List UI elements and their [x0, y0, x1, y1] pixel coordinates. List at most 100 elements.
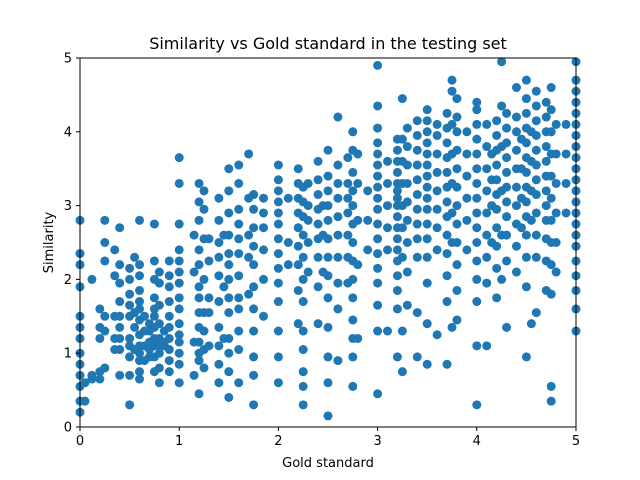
data-point — [214, 378, 224, 388]
data-point — [333, 193, 343, 203]
data-point — [323, 352, 333, 362]
data-point — [402, 238, 412, 247]
data-point — [497, 274, 507, 284]
data-point — [194, 337, 204, 347]
data-point — [392, 167, 402, 177]
data-point — [402, 160, 412, 170]
data-point — [224, 230, 234, 240]
data-point — [214, 359, 224, 369]
data-point — [353, 333, 363, 343]
data-point — [199, 363, 209, 373]
data-point — [452, 219, 462, 229]
data-point — [348, 127, 358, 137]
data-point — [249, 326, 259, 336]
data-point — [80, 378, 90, 388]
data-point — [249, 223, 259, 233]
data-point — [244, 252, 254, 262]
data-point — [383, 326, 393, 336]
data-point — [502, 182, 512, 192]
data-point — [551, 267, 561, 277]
data-point — [164, 282, 174, 292]
data-point — [204, 234, 214, 244]
data-point — [462, 171, 472, 181]
data-point — [135, 285, 145, 295]
data-point — [383, 178, 393, 188]
data-point — [125, 289, 135, 299]
data-point — [422, 252, 432, 262]
data-point — [392, 145, 402, 155]
data-point — [492, 116, 502, 126]
data-point — [531, 145, 541, 155]
data-point — [224, 260, 234, 270]
x-tick-label: 1 — [175, 434, 183, 449]
data-point — [541, 142, 551, 152]
data-point — [249, 204, 259, 214]
data-point — [452, 285, 462, 295]
data-point — [135, 271, 145, 281]
data-point — [125, 274, 135, 284]
data-point — [546, 83, 556, 93]
data-point — [373, 193, 383, 203]
data-point — [130, 252, 140, 262]
data-point — [561, 119, 571, 129]
data-point — [383, 245, 393, 255]
data-point — [174, 378, 184, 388]
y-axis-label: Similarity — [42, 211, 57, 273]
chart-title: Similarity vs Gold standard in the testi… — [149, 34, 507, 53]
data-point — [502, 167, 512, 177]
data-point — [323, 271, 333, 281]
data-point — [149, 311, 159, 321]
data-point — [492, 293, 502, 303]
data-point — [472, 105, 482, 115]
data-point — [531, 160, 541, 170]
data-point — [224, 348, 234, 358]
data-point — [224, 392, 234, 402]
data-point — [298, 367, 308, 377]
data-point — [383, 156, 393, 166]
data-point — [135, 348, 145, 358]
data-point — [452, 260, 462, 270]
data-point — [244, 289, 254, 299]
data-point — [397, 252, 407, 262]
data-point — [432, 223, 442, 233]
data-point — [333, 278, 343, 288]
data-point — [442, 271, 452, 281]
data-point — [189, 267, 199, 277]
data-point — [482, 208, 492, 218]
data-point — [323, 378, 333, 388]
data-point — [546, 260, 556, 270]
data-point — [293, 319, 303, 329]
data-point — [521, 94, 531, 104]
data-point — [521, 282, 531, 292]
data-point — [502, 322, 512, 332]
data-point — [561, 208, 571, 218]
data-point — [482, 341, 492, 351]
data-point — [214, 193, 224, 203]
data-point — [323, 252, 333, 262]
data-point — [472, 400, 482, 410]
data-point — [135, 215, 145, 225]
data-point — [348, 293, 358, 303]
data-point — [194, 197, 204, 207]
data-point — [432, 119, 442, 129]
data-point — [541, 201, 551, 211]
data-point — [174, 267, 184, 277]
data-point — [546, 381, 556, 391]
data-point — [373, 171, 383, 181]
data-point — [115, 223, 125, 233]
data-point — [412, 175, 422, 185]
data-point — [373, 204, 383, 214]
data-point — [531, 230, 541, 240]
data-point — [412, 130, 422, 140]
data-point — [135, 367, 145, 377]
data-point — [521, 252, 531, 262]
data-point — [348, 381, 358, 391]
data-point — [298, 252, 308, 262]
data-point — [174, 219, 184, 229]
data-point — [87, 370, 97, 380]
data-point — [348, 238, 358, 247]
data-point — [259, 208, 269, 218]
data-point — [432, 186, 442, 196]
data-point — [303, 178, 313, 188]
data-point — [348, 186, 358, 196]
